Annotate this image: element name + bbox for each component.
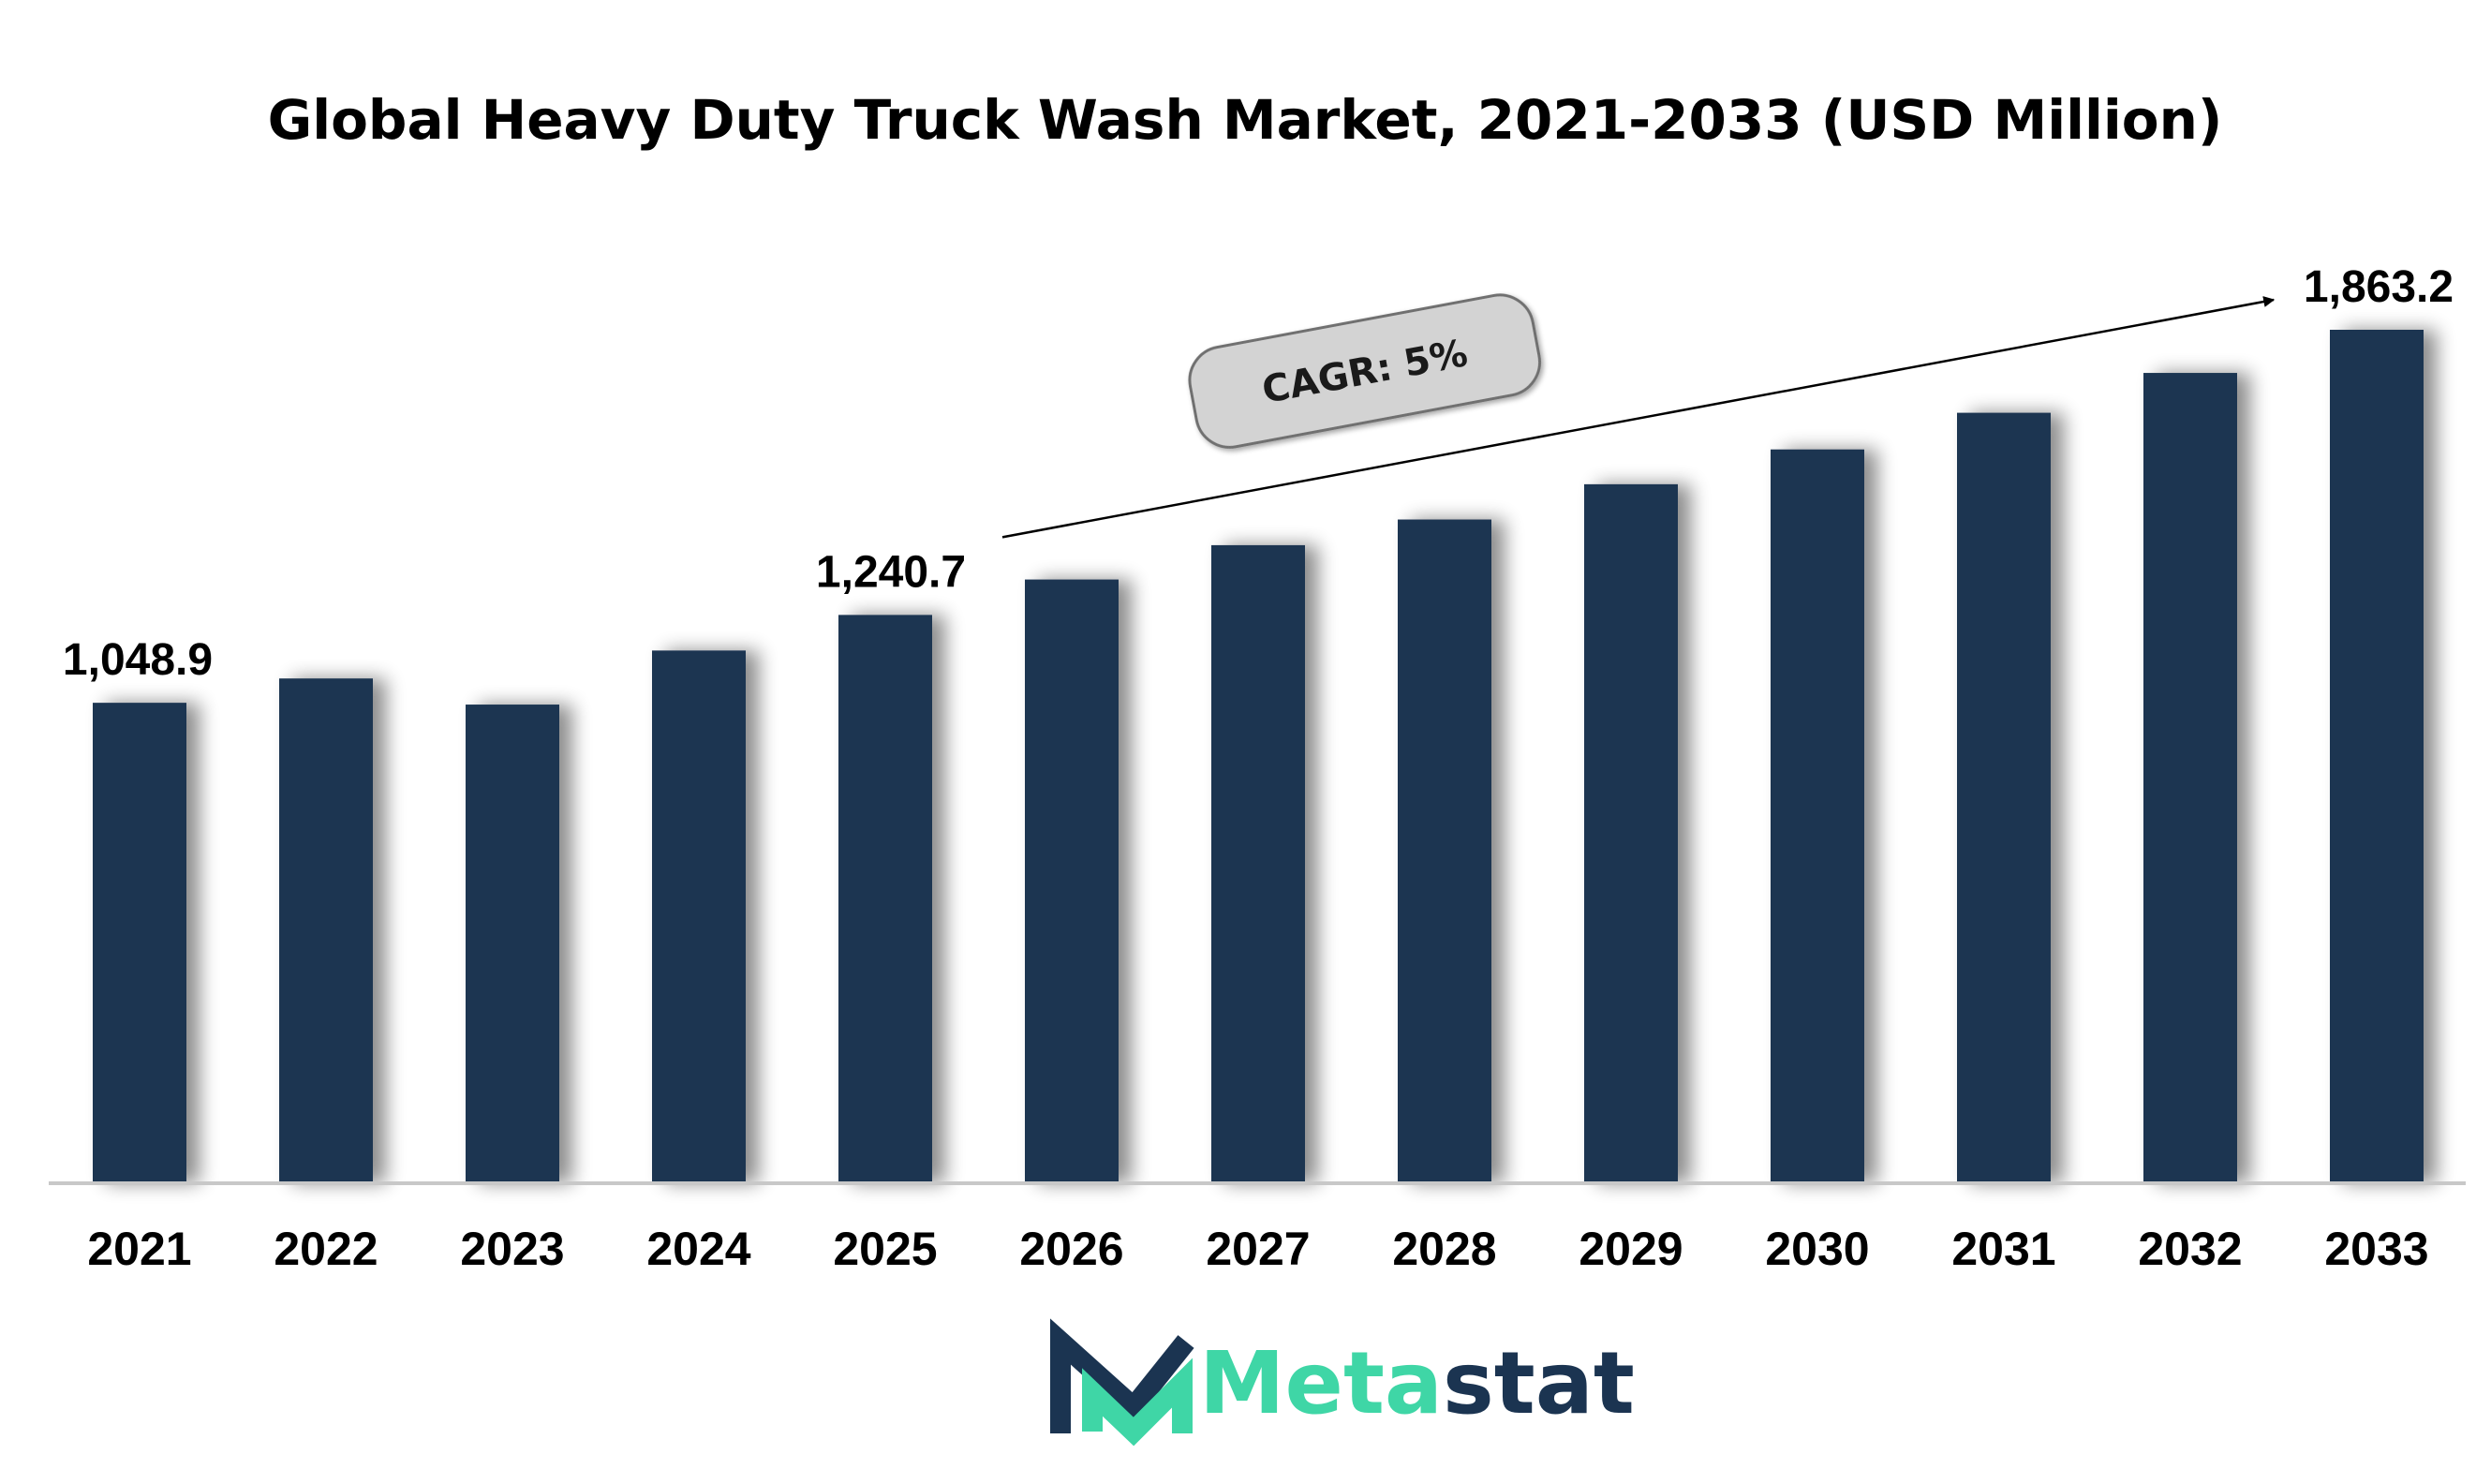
x-tick-label-2033: 2033 <box>2324 1223 2428 1275</box>
bar-2025 <box>838 615 932 1183</box>
bar-2024 <box>652 650 746 1183</box>
x-tick-label-2022: 2022 <box>274 1223 378 1275</box>
cagr-badge: CAGR: 5% <box>1188 293 1542 449</box>
bar-2026 <box>1025 579 1119 1183</box>
value-label-2025: 1,240.7 <box>816 547 966 597</box>
bar-2022 <box>279 678 373 1183</box>
bar-2027 <box>1211 544 1305 1183</box>
x-tick-label-2029: 2029 <box>1579 1223 1683 1275</box>
bar-2030 <box>1771 449 1864 1183</box>
x-tick-label-2032: 2032 <box>2138 1223 2242 1275</box>
logo-wordmark: Metastat <box>1199 1333 1635 1433</box>
bar-2033 <box>2330 330 2424 1183</box>
bar-2028 <box>1398 519 1491 1183</box>
cagr-arrow <box>1001 296 2276 539</box>
metastat-logo-mark <box>1050 1318 1194 1447</box>
x-tick-label-2031: 2031 <box>1951 1223 2055 1275</box>
chart-title: Global Heavy Duty Truck Wash Market, 202… <box>268 88 2223 152</box>
bar-2032 <box>2143 373 2237 1184</box>
bar-2029 <box>1584 483 1678 1183</box>
x-tick-label-2021: 2021 <box>87 1223 191 1275</box>
x-tick-label-2027: 2027 <box>1206 1223 1310 1275</box>
cagr-badge-shape <box>1188 293 1542 449</box>
bar-2021 <box>93 703 186 1183</box>
x-tick-label-2030: 2030 <box>1765 1223 1869 1275</box>
value-labels: 1,048.9 1,240.7 1,863.2 <box>63 262 2454 685</box>
x-tick-label-2028: 2028 <box>1392 1223 1496 1275</box>
bars-layer <box>93 330 2424 1184</box>
x-tick-label-2025: 2025 <box>833 1223 937 1275</box>
bar-2023 <box>466 705 559 1183</box>
x-tick-label-2023: 2023 <box>460 1223 564 1275</box>
value-label-2021: 1,048.9 <box>63 635 213 685</box>
cagr-annotation: CAGR: 5% <box>1001 293 2276 539</box>
value-label-2033: 1,863.2 <box>2304 262 2454 312</box>
x-tick-label-2026: 2026 <box>1019 1223 1123 1275</box>
x-tick-label-2024: 2024 <box>646 1223 750 1275</box>
metastat-logo: Metastat <box>1050 1318 1635 1447</box>
x-axis-ticks: 2021 2022 2023 2024 2025 2026 2027 2028 2029 2030… <box>87 1223 2428 1275</box>
bar-2031 <box>1957 412 2051 1183</box>
